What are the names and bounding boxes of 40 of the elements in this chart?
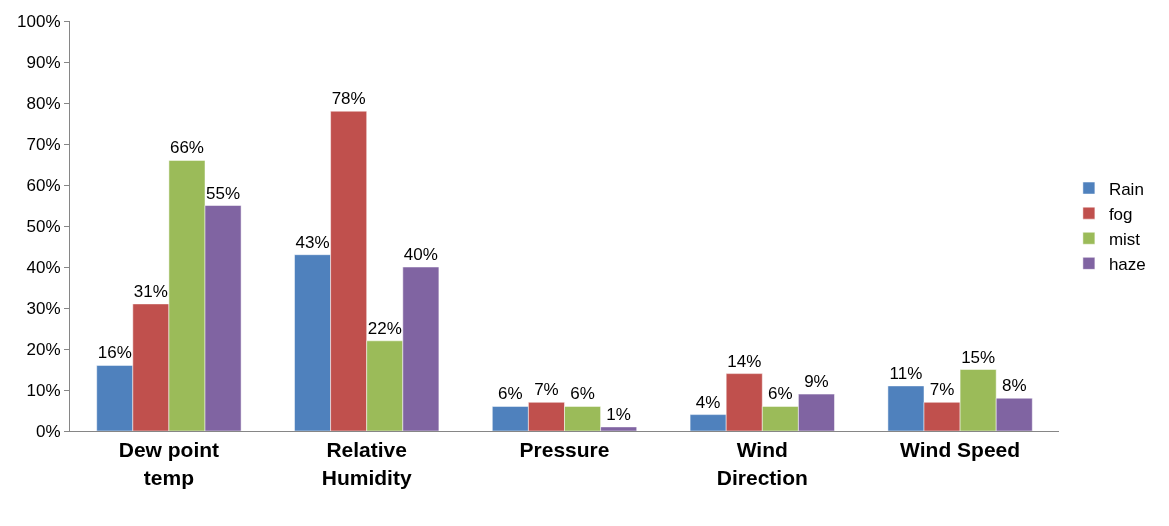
- y-tick-label: 70%: [26, 134, 61, 154]
- y-tick-label: 50%: [26, 216, 61, 236]
- legend-label: haze: [1108, 254, 1146, 274]
- y-tick-label: 60%: [26, 175, 61, 195]
- x-tick-label: Pressure: [519, 438, 610, 462]
- x-tick-label: Wind Speed: [900, 438, 1021, 462]
- legend-label: mist: [1108, 229, 1141, 249]
- data-label: 31%: [133, 281, 168, 301]
- data-label: 16%: [97, 343, 132, 363]
- data-label: 8%: [1001, 376, 1027, 396]
- y-tick-label: 90%: [26, 52, 61, 72]
- data-label: 40%: [403, 245, 438, 264]
- data-label: 7%: [929, 380, 955, 400]
- data-label: 11%: [889, 363, 923, 383]
- data-label: 6%: [498, 384, 523, 404]
- data-label: 6%: [570, 384, 595, 404]
- data-label: 14%: [727, 351, 762, 371]
- data-label: 1%: [606, 404, 631, 424]
- y-tick-label: 100%: [17, 11, 61, 31]
- y-tick-label: 80%: [26, 93, 61, 113]
- x-tick-label: Wind Direction: [716, 438, 808, 489]
- data-label: 9%: [804, 372, 829, 392]
- data-label: 7%: [534, 380, 559, 400]
- x-tick-label: Relative Humidity: [321, 438, 412, 489]
- y-tick-label: 0%: [36, 421, 61, 441]
- y-tick-label: 40%: [26, 257, 61, 277]
- data-label: 15%: [961, 347, 996, 367]
- legend-label: fog: [1108, 204, 1133, 224]
- data-label: 55%: [206, 183, 241, 203]
- x-tick-label: Dew point temp: [118, 438, 220, 489]
- legend-label: Rain: [1108, 179, 1144, 199]
- data-label: 66%: [169, 138, 204, 158]
- y-tick-label: 20%: [26, 339, 61, 359]
- data-label: 4%: [695, 392, 721, 412]
- data-label: 22%: [367, 318, 402, 338]
- y-tick-label: 30%: [26, 298, 61, 318]
- data-label: 6%: [768, 384, 793, 404]
- y-tick-label: 10%: [26, 380, 61, 400]
- data-label: 78%: [331, 89, 366, 109]
- data-label: 43%: [295, 232, 330, 252]
